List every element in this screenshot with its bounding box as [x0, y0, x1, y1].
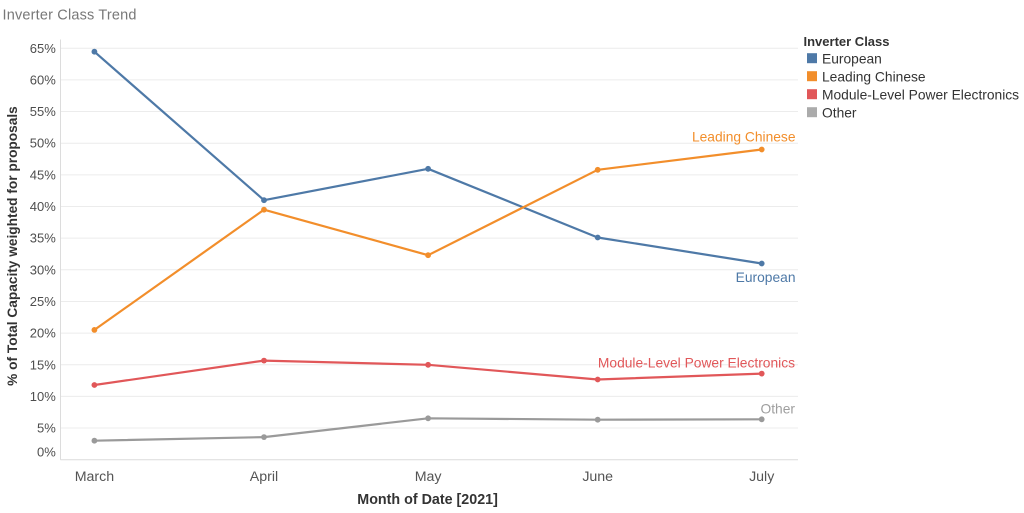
svg-text:Leading Chinese: Leading Chinese — [692, 130, 796, 145]
svg-text:65%: 65% — [30, 41, 56, 56]
svg-text:Leading Chinese: Leading Chinese — [822, 70, 926, 85]
svg-text:Inverter Class Trend: Inverter Class Trend — [3, 8, 137, 24]
svg-text:Other: Other — [822, 105, 857, 120]
svg-text:55%: 55% — [30, 104, 56, 119]
svg-text:European: European — [736, 270, 796, 285]
svg-text:40%: 40% — [30, 199, 56, 214]
svg-text:10%: 10% — [30, 389, 56, 404]
svg-text:Month of Date [2021]: Month of Date [2021] — [357, 492, 498, 508]
svg-text:July: July — [749, 469, 775, 485]
svg-text:June: June — [582, 469, 613, 485]
svg-text:30%: 30% — [30, 262, 56, 277]
svg-text:Module-Level Power Electronics: Module-Level Power Electronics — [822, 88, 1019, 103]
svg-text:% of Total Capacity weighted f: % of Total Capacity weighted for proposa… — [5, 106, 20, 386]
svg-text:25%: 25% — [30, 294, 56, 309]
svg-text:Inverter Class: Inverter Class — [804, 34, 890, 49]
svg-text:20%: 20% — [30, 326, 56, 341]
svg-text:March: March — [75, 469, 114, 485]
svg-text:45%: 45% — [30, 167, 56, 182]
svg-text:50%: 50% — [30, 136, 56, 151]
svg-text:Module-Level Power Electronics: Module-Level Power Electronics — [598, 356, 795, 371]
svg-text:5%: 5% — [37, 421, 56, 436]
svg-text:35%: 35% — [30, 231, 56, 246]
svg-text:60%: 60% — [30, 72, 56, 87]
svg-text:0%: 0% — [37, 444, 56, 459]
svg-text:May: May — [415, 469, 443, 485]
svg-text:15%: 15% — [30, 357, 56, 372]
svg-text:European: European — [822, 52, 882, 67]
svg-text:Other: Other — [760, 402, 795, 417]
svg-text:April: April — [250, 469, 278, 485]
